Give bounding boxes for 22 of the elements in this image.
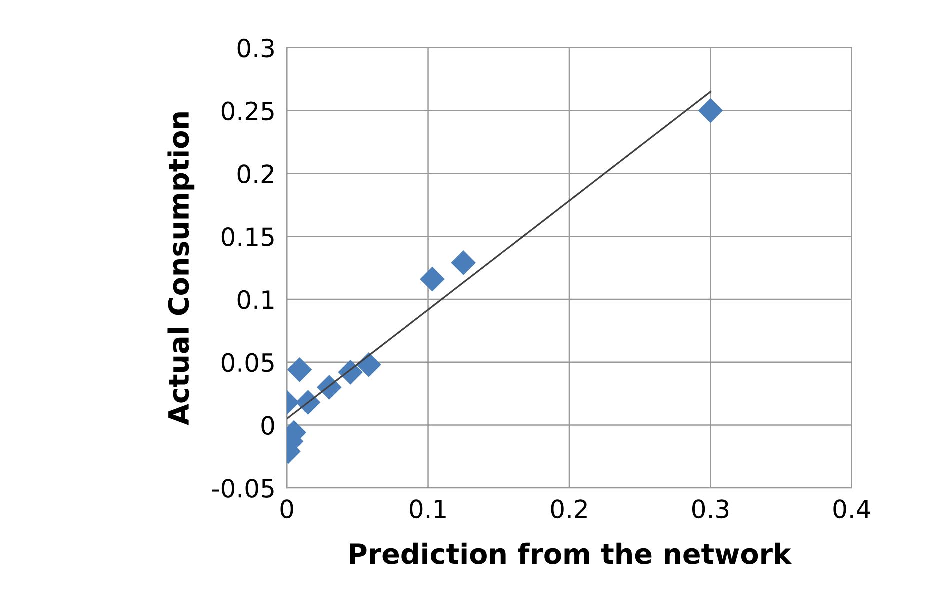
y-axis-title: Actual Consumption [168, 112, 195, 426]
y-tick-label: 0.3 [238, 38, 274, 58]
x-tick-label: 0.4 [834, 500, 870, 519]
x-tick-label: 0 [280, 500, 294, 519]
point [698, 98, 724, 124]
x-tick-label: 0.2 [551, 500, 587, 519]
y-tick-label: 0.05 [222, 353, 274, 372]
point [356, 352, 382, 378]
x-tick-label: 0.1 [410, 500, 446, 519]
point [287, 357, 312, 382]
x-axis-title: Prediction from the network [350, 542, 792, 564]
y-tick-label: 0.25 [222, 102, 274, 121]
y-tick-label: 0.2 [238, 164, 274, 184]
y-tick-label: 0.1 [238, 290, 274, 310]
y-tick-label: -0.05 [212, 479, 274, 498]
point [420, 266, 445, 292]
y-tick-label: 0 [262, 416, 274, 436]
point [338, 360, 364, 385]
y-tick-label: 0.15 [222, 228, 274, 246]
point [451, 250, 476, 276]
point [296, 390, 321, 416]
x-tick-label: 0.3 [692, 500, 729, 519]
